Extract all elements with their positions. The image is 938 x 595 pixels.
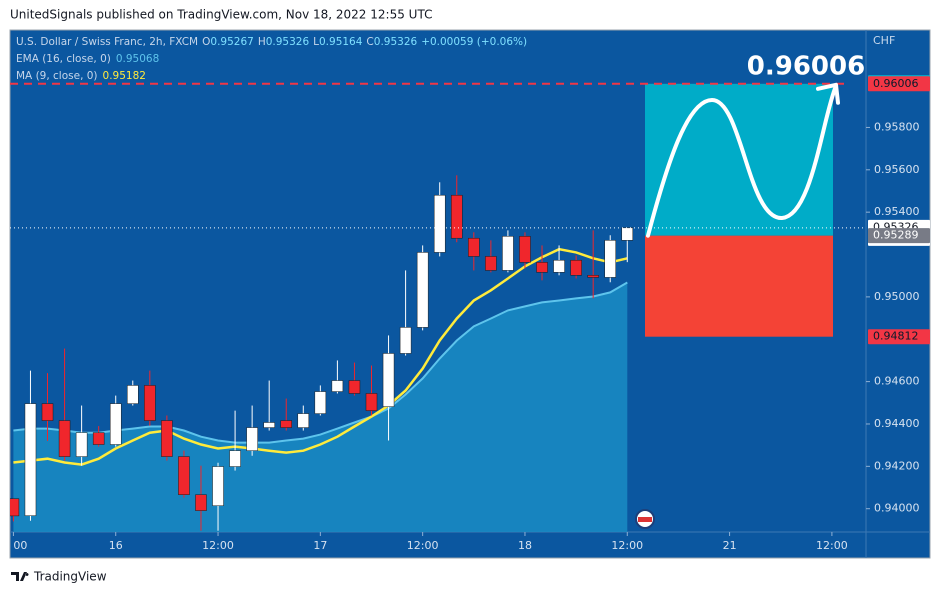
candle-body: [570, 259, 582, 276]
candle-body: [433, 194, 446, 253]
indicator-name: MA (9, close, 0): [16, 70, 98, 82]
ohlc-value: 0.95164: [319, 36, 363, 48]
x-tick-label: 00: [13, 539, 27, 552]
price-tag-label: 0.95289: [873, 229, 919, 242]
ohlc-value: 0.95326: [374, 36, 418, 48]
candle-body: [161, 420, 173, 457]
x-tick-label: 16: [109, 539, 123, 552]
y-tick-label: 0.94400: [874, 417, 920, 430]
candle-body: [519, 236, 531, 263]
y-tick-label: 0.95400: [874, 205, 920, 218]
x-tick-label: 12:00: [407, 539, 439, 552]
candle-body: [348, 380, 361, 394]
candle-body: [416, 252, 429, 328]
candle-body: [451, 194, 463, 239]
loss-zone: [645, 235, 833, 337]
profit-zone: [645, 83, 833, 236]
y-tick-label: 0.94600: [874, 375, 920, 388]
candle-body: [621, 227, 634, 241]
candle-body: [331, 380, 344, 392]
y-tick-label: 0.94000: [874, 502, 920, 515]
forecast-drawing: [646, 83, 838, 238]
indicator-value: 0.95182: [103, 70, 146, 82]
candle-body: [10, 498, 20, 517]
y-tick-label: 0.95000: [874, 290, 920, 303]
candle-body: [485, 256, 497, 271]
candle-body: [399, 327, 412, 354]
candle-body: [178, 456, 190, 495]
indicator-legend: MA (9, close, 0) 0.95182: [16, 70, 146, 82]
indicator-legend: EMA (16, close, 0) 0.95068: [16, 53, 159, 65]
annotation: 0.96006: [747, 52, 865, 82]
price-tag: [868, 76, 930, 92]
indicator-name: EMA (16, close, 0): [16, 53, 111, 65]
ohlc-key: C: [366, 36, 373, 48]
y-tick-label: 0.94200: [874, 459, 920, 472]
candle-body: [127, 385, 139, 404]
footer: TradingView: [33, 570, 107, 584]
logo-icon: [11, 572, 29, 581]
candle-body: [75, 432, 88, 457]
candle-body: [58, 420, 71, 457]
candle-body: [297, 413, 310, 428]
plot: [10, 175, 634, 532]
ohlc-key: O: [202, 36, 210, 48]
candle-body: [604, 240, 616, 278]
x-tick-label: 12:00: [202, 539, 234, 552]
ohlc-value: 0.95326: [266, 36, 310, 48]
indicator-area: [13, 282, 628, 532]
y-tick-label: 0.95600: [874, 163, 920, 176]
price-tag: [868, 228, 930, 244]
candle-body: [144, 385, 156, 421]
candle-body: [229, 450, 241, 467]
price-tag: [868, 329, 930, 345]
candle-body: [263, 422, 275, 428]
indicator-value: 0.95068: [116, 53, 159, 65]
candle-body: [314, 391, 327, 414]
x-tick-label: 17: [313, 539, 327, 552]
candle-body: [365, 393, 378, 411]
forecast-arrow: [816, 82, 840, 105]
price-tag-label: 0.94812: [873, 330, 919, 343]
candle-body: [382, 353, 395, 407]
candle-body: [587, 275, 599, 278]
x-tick-label: 12:00: [816, 539, 848, 552]
x-tick-label: 12:00: [611, 539, 643, 552]
candle-body: [536, 262, 548, 273]
candle-body: [92, 432, 105, 445]
candle-body: [41, 403, 54, 421]
candle-body: [246, 427, 258, 451]
candle-body: [109, 403, 122, 445]
tradingview-logo: [11, 572, 29, 581]
published-note: UnitedSignals published on TradingView.c…: [10, 8, 432, 22]
change: +0.00059 (+0.06%): [421, 36, 527, 48]
symbol: U.S. Dollar / Swiss Franc, 2h, FXCM: [16, 36, 198, 48]
legend-symbol-line: U.S. Dollar / Swiss Franc, 2h, FXCM O0.95…: [16, 36, 527, 48]
price-tag-label: 0.96006: [873, 77, 919, 90]
candle-body: [280, 420, 292, 428]
candle-body: [553, 259, 565, 273]
ohlc-key: L: [313, 36, 319, 48]
ohlc-value: 0.95267: [210, 36, 253, 48]
candle-body: [24, 403, 37, 516]
candle-body: [212, 466, 224, 506]
y-tick-label: 0.95800: [874, 120, 920, 133]
candle-body: [468, 237, 480, 257]
x-tick-label: 21: [723, 539, 737, 552]
candle-body: [502, 236, 514, 271]
currency: CHF: [873, 34, 895, 47]
event-flag-stripes: [638, 517, 652, 522]
x-tick-label: 18: [518, 539, 532, 552]
ohlc-key: H: [258, 36, 266, 48]
candle-body: [195, 494, 207, 511]
